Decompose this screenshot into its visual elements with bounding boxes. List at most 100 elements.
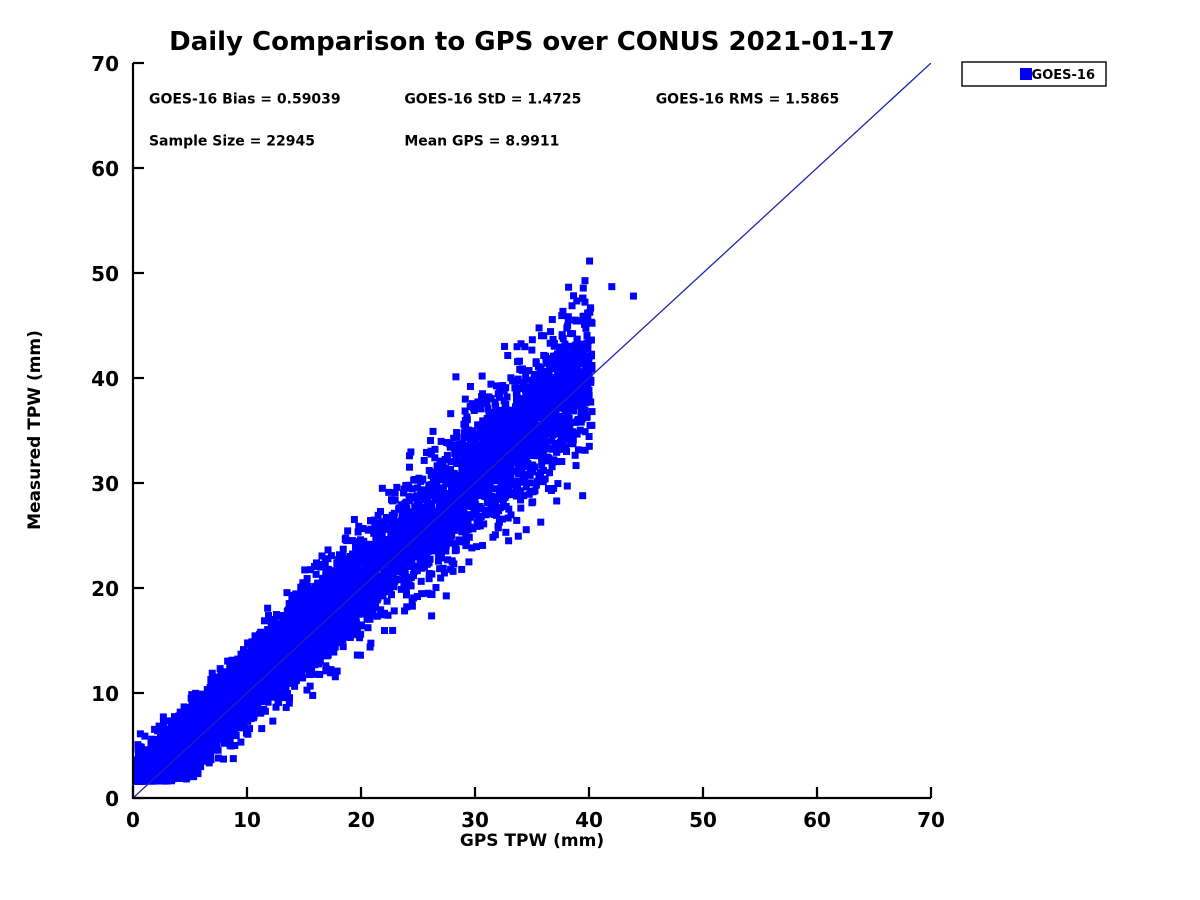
scatter-point: [437, 437, 445, 445]
scatter-point: [314, 660, 322, 668]
scatter-point: [558, 457, 566, 465]
scatter-point: [461, 416, 469, 424]
scatter-point: [244, 730, 252, 738]
scatter-point: [554, 480, 562, 488]
scatter-point: [587, 378, 595, 386]
scatter-point: [413, 492, 421, 500]
scatter-point: [478, 393, 486, 401]
scatter-point: [439, 513, 447, 521]
scatter-point: [440, 491, 448, 499]
scatter-point: [536, 384, 544, 392]
scatter-point: [465, 558, 473, 566]
scatter-point: [547, 328, 555, 336]
scatter-point: [400, 485, 408, 493]
scatter-point: [390, 607, 398, 615]
scatter-point: [564, 322, 572, 330]
scatter-point: [570, 292, 578, 300]
scatter-point: [405, 452, 413, 460]
scatter-point: [538, 332, 545, 340]
scatter-point: [388, 591, 395, 599]
scatter-point: [306, 682, 314, 690]
scatter-point: [581, 446, 589, 454]
scatter-point: [405, 559, 413, 567]
scatter-point: [521, 343, 529, 351]
scatter-point: [424, 589, 432, 597]
scatter-point: [573, 365, 581, 373]
scatter-point: [397, 585, 405, 593]
scatter-point: [528, 336, 536, 344]
scatter-point: [283, 689, 291, 697]
scatter-point: [403, 591, 410, 599]
scatter-point: [588, 365, 596, 373]
scatter-point: [517, 453, 525, 461]
scatter-point: [420, 456, 428, 464]
scatter-point: [520, 492, 528, 500]
scatter-point: [522, 526, 530, 534]
scatter-point: [339, 643, 347, 651]
scatter-point: [443, 528, 451, 536]
scatter-point: [370, 529, 378, 537]
scatter-point: [517, 340, 525, 348]
scatter-point: [426, 486, 434, 494]
scatter-point: [437, 574, 445, 582]
scatter-point: [579, 294, 587, 302]
scatter-point: [572, 462, 580, 470]
scatter-point: [554, 429, 562, 437]
scatter-point: [298, 587, 306, 595]
scatter-point: [514, 481, 521, 489]
scatter-point: [583, 413, 591, 421]
scatter-point: [588, 362, 596, 369]
scatter-point: [391, 489, 399, 497]
scatter-point: [187, 694, 195, 702]
scatter-point: [312, 670, 320, 678]
scatter-point: [535, 324, 543, 332]
scatter-point: [495, 447, 503, 455]
scatter-point: [588, 408, 596, 416]
scatter-point: [579, 492, 587, 500]
scatter-point: [548, 316, 556, 324]
scatter-point: [559, 307, 567, 315]
scatter-point: [531, 487, 539, 495]
scatter-point: [532, 481, 540, 489]
scatter-point: [443, 480, 451, 488]
scatter-point: [428, 612, 436, 620]
scatter-point: [438, 466, 446, 474]
scatter-point: [303, 686, 311, 694]
scatter-point: [380, 538, 388, 546]
scatter-point: [301, 566, 309, 574]
scatter-point: [538, 443, 546, 451]
scatter-point: [446, 443, 454, 451]
scatter-point: [324, 651, 332, 659]
scatter-point: [224, 657, 232, 665]
scatter-point: [505, 505, 513, 513]
scatter-point: [467, 437, 475, 445]
scatter-point: [520, 478, 528, 486]
scatter-point: [346, 634, 354, 642]
scatter-point: [436, 565, 444, 573]
scatter-point: [307, 566, 315, 574]
scatter-point: [536, 432, 544, 440]
scatter-point: [322, 665, 330, 673]
scatter-point: [543, 453, 551, 461]
scatter-point: [389, 531, 397, 539]
scatter-points-goes16: [133, 257, 637, 785]
scatter-point: [431, 454, 439, 462]
scatter-point: [393, 483, 401, 491]
scatter-point: [356, 634, 364, 642]
scatter-point: [571, 451, 579, 459]
scatter-point: [585, 392, 593, 400]
scatter-point: [416, 556, 424, 564]
scatter-point: [550, 342, 558, 350]
scatter-point: [495, 393, 503, 401]
scatter-point: [474, 421, 482, 429]
scatter-point: [439, 564, 447, 572]
scatter-point: [323, 647, 331, 655]
scatter-point: [343, 628, 351, 636]
scatter-point: [247, 714, 255, 722]
plot-area: [133, 63, 931, 798]
scatter-point: [231, 742, 239, 749]
scatter-point: [585, 442, 593, 450]
scatter-point: [378, 484, 386, 492]
scatter-point: [267, 615, 275, 623]
